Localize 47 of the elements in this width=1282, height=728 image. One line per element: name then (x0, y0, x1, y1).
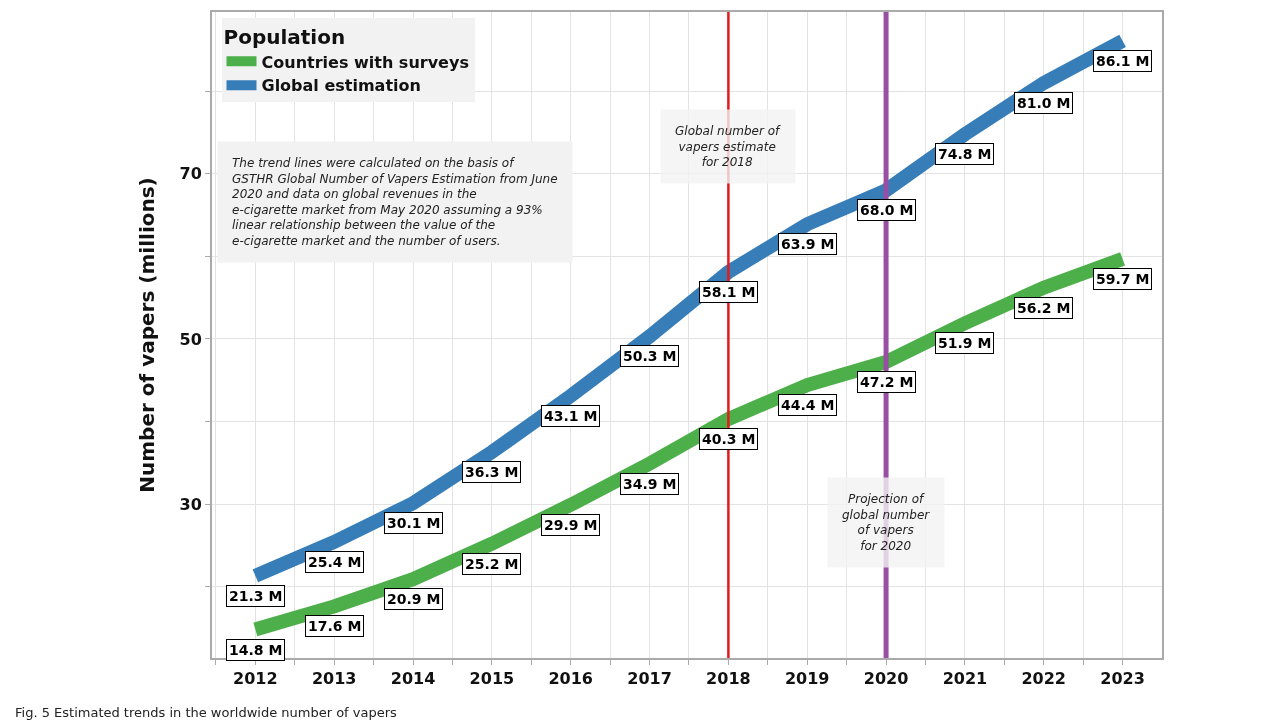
annotation: The trend lines were calculated on the basis of GSTHR Global Number of Vapers Estimation from June 2020 and data on global revenues in the e-cigarette market from May 2020 assuming a 93% linear relationship between the value of the e-cigarette market and the number of users. (232, 156, 558, 248)
data-label: 59.7 M (1096, 271, 1150, 287)
data-label: 47.2 M (860, 374, 914, 390)
y-tick-label: 70 (179, 164, 202, 184)
y-tick-label: 30 (179, 494, 202, 514)
x-tick-label: 2018 (706, 669, 751, 689)
data-label: 50.3 M (623, 348, 677, 364)
data-label: 17.6 M (308, 618, 362, 634)
data-label: 81.0 M (1017, 95, 1071, 111)
x-tick-label: 2021 (942, 669, 988, 689)
legend-title: Population (223, 25, 346, 50)
data-label: 86.1 M (1096, 53, 1150, 69)
data-label: 74.8 M (938, 146, 992, 162)
x-tick-label: 2014 (390, 669, 436, 689)
x-tick-label: 2016 (548, 669, 593, 689)
data-label: 30.1 M (387, 515, 441, 531)
y-tick-label: 50 (179, 329, 202, 349)
data-label: 29.9 M (544, 517, 598, 533)
caption: Fig. 5 Estimated trends in the worldwide number of vapers (15, 705, 398, 720)
x-tick-label: 2019 (784, 669, 830, 689)
data-label: 34.9 M (623, 476, 677, 492)
data-label: 25.4 M (308, 554, 362, 570)
legend-label: Global estimation (261, 76, 421, 96)
data-label: 40.3 M (702, 431, 756, 447)
x-tick-label: 2015 (469, 669, 515, 689)
data-label: 20.9 M (387, 591, 441, 607)
ref-line-label: Global number of vapers estimate for 2018 (675, 124, 782, 170)
x-tick-label: 2012 (233, 669, 278, 689)
data-label: 21.3 M (229, 588, 283, 604)
data-label: 68.0 M (860, 202, 914, 218)
data-label: 44.4 M (781, 397, 835, 413)
data-label: 25.2 M (465, 556, 519, 572)
x-tick-label: 2017 (627, 669, 672, 689)
data-label: 63.9 M (781, 236, 835, 252)
ref-line-label: Projection of global number of vapers for 2020 (842, 492, 931, 553)
data-label: 51.9 M (938, 335, 992, 351)
legend-label: Countries with surveys (261, 52, 469, 72)
x-tick-label: 2022 (1021, 669, 1067, 689)
data-label: 56.2 M (1017, 300, 1071, 316)
data-label: 43.1 M (544, 408, 598, 424)
x-tick-label: 2020 (863, 669, 909, 689)
data-label: 58.1 M (702, 284, 756, 300)
data-label: 36.3 M (465, 464, 519, 480)
data-label: 14.8 M (229, 642, 283, 658)
x-tick-label: 2013 (311, 669, 357, 689)
y-axis-title: Number of vapers (millions) (134, 177, 159, 493)
x-tick-label: 2023 (1100, 669, 1145, 689)
